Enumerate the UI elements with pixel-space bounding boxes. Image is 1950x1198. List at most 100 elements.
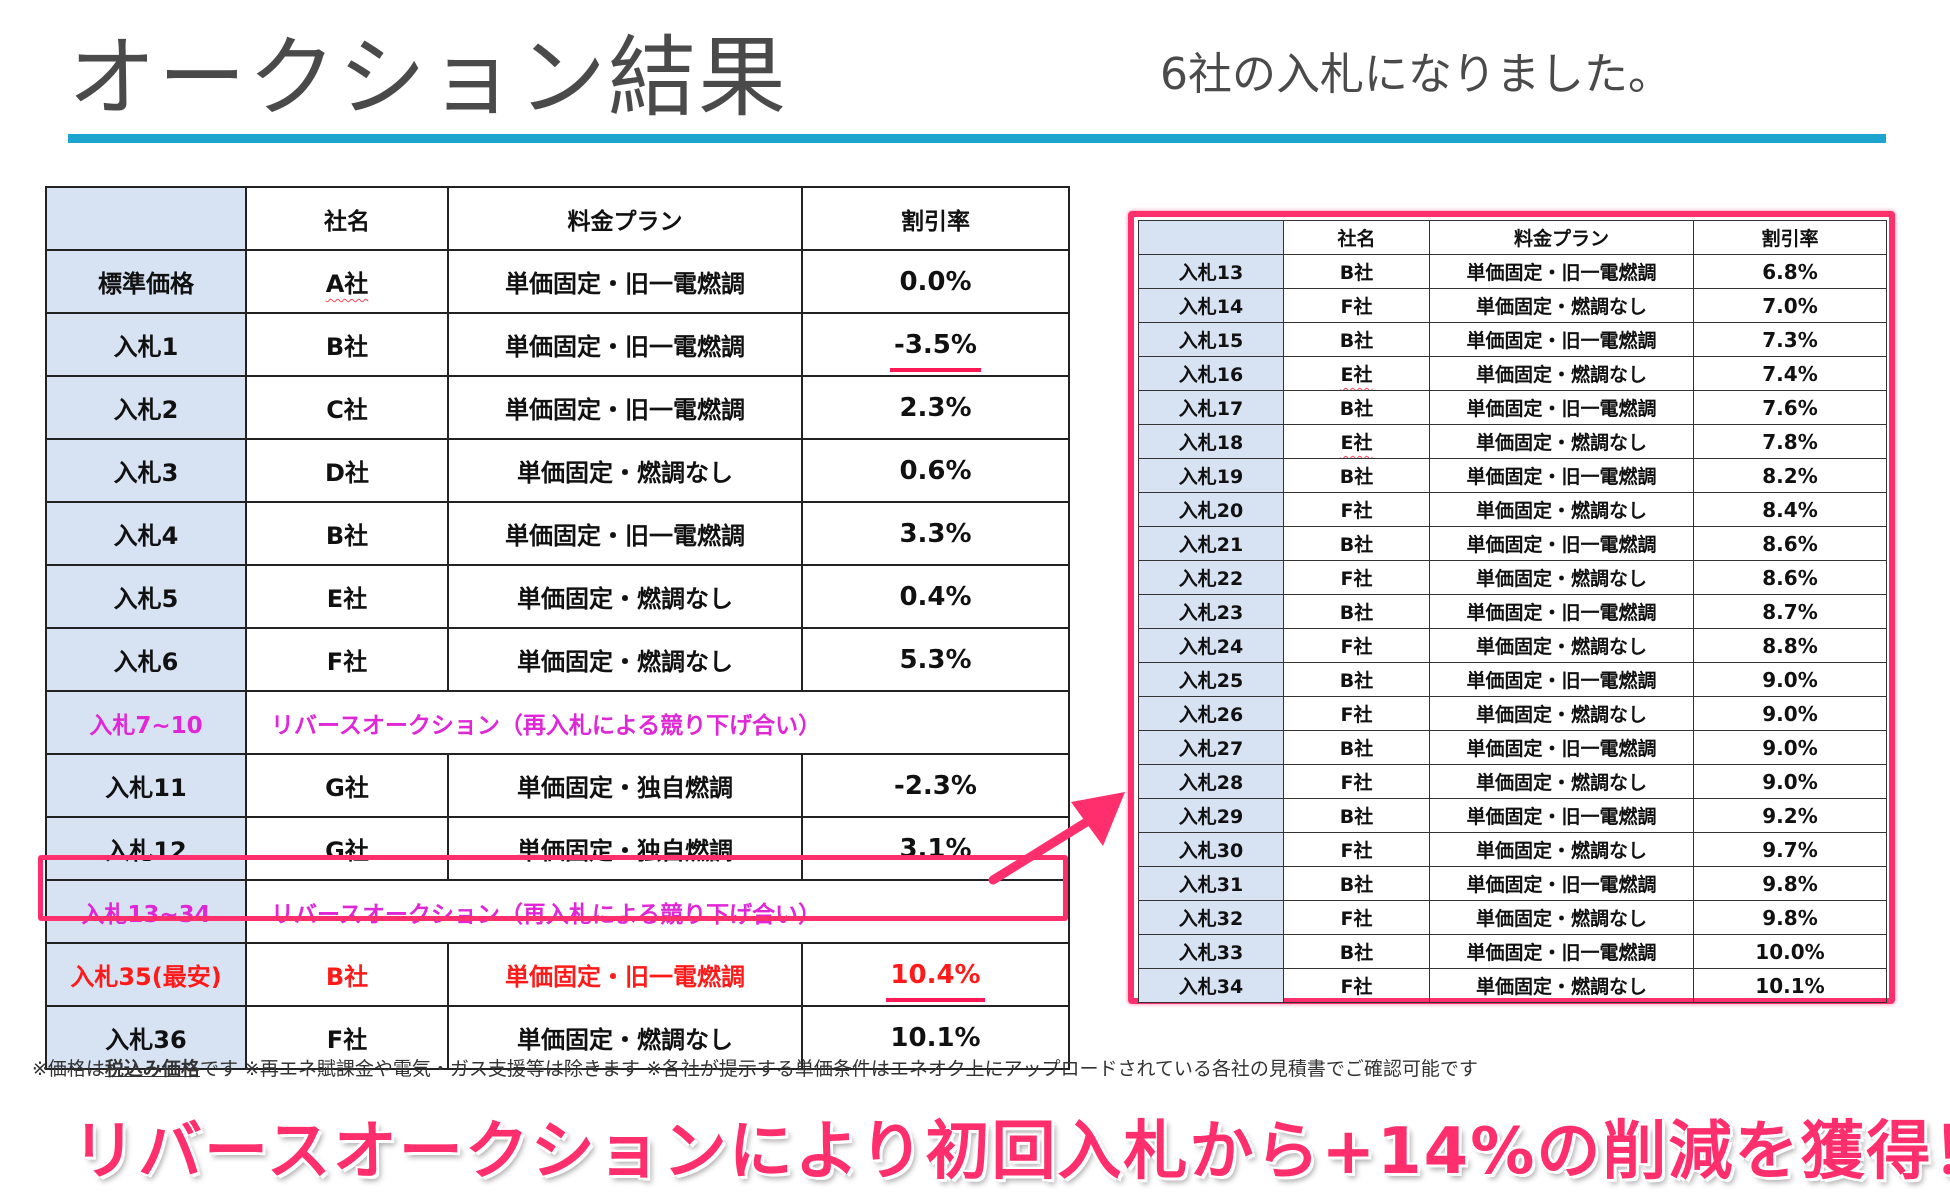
plan-cell: 単価固定・旧一電燃調 xyxy=(1429,934,1694,969)
row-label: 入札17 xyxy=(1138,390,1284,425)
plan-cell: 単価固定・燃調なし xyxy=(447,1005,803,1070)
company-cell: E社 xyxy=(1283,424,1430,459)
rate-cell: 10.0% xyxy=(1693,934,1887,969)
rate-cell: 3.3% xyxy=(801,501,1070,566)
reverse-auction-row: 入札7~10 リバースオークション（再入札による競り下げ合い） xyxy=(45,690,1070,755)
company-cell: B社 xyxy=(1283,526,1430,561)
company-name: E社 xyxy=(1340,432,1373,454)
result-banner: リバースオークションにより初回入札から+14%の削減を獲得！ xyxy=(72,1115,1950,1189)
table-row: 入札31 B社 単価固定・旧一電燃調 9.8% xyxy=(1138,866,1887,901)
company-name: A社 xyxy=(325,270,369,298)
row-label: 入札22 xyxy=(1138,560,1284,595)
plan-cell: 単価固定・旧一電燃調 xyxy=(1429,322,1694,357)
company-cell: F社 xyxy=(1283,764,1430,799)
header-company: 社名 xyxy=(245,186,449,251)
company-cell: F社 xyxy=(1283,288,1430,323)
row-label: 入札21 xyxy=(1138,526,1284,561)
company-cell: B社 xyxy=(1283,390,1430,425)
table-row: 入札30 F社 単価固定・燃調なし 9.7% xyxy=(1138,832,1887,867)
company-cell: F社 xyxy=(1283,492,1430,527)
plan-cell: 単価固定・旧一電燃調 xyxy=(1429,390,1694,425)
row-label: 入札32 xyxy=(1138,900,1284,935)
header-rate: 割引率 xyxy=(1693,220,1887,255)
row-label: 入札2 xyxy=(45,375,247,440)
company-cell: E社 xyxy=(1283,356,1430,391)
table-row: 入札16 E社 単価固定・燃調なし 7.4% xyxy=(1138,356,1887,391)
table-row: 入札19 B社 単価固定・旧一電燃調 8.2% xyxy=(1138,458,1887,493)
table-row: 入札4 B社 単価固定・旧一電燃調 3.3% xyxy=(45,501,1070,566)
company-cell: C社 xyxy=(245,375,449,440)
rate-cell: 7.6% xyxy=(1693,390,1887,425)
company-cell: B社 xyxy=(1283,458,1430,493)
company-cell: D社 xyxy=(245,438,449,503)
reverse-auction-note: リバースオークション（再入札による競り下げ合い） xyxy=(245,879,1070,944)
row-label: 入札28 xyxy=(1138,764,1284,799)
plan-cell: 単価固定・燃調なし xyxy=(1429,492,1694,527)
plan-cell: 単価固定・旧一電燃調 xyxy=(1429,254,1694,289)
table-row: 入札2 C社 単価固定・旧一電燃調 2.3% xyxy=(45,375,1070,440)
company-cell: F社 xyxy=(245,627,449,692)
row-label: 入札13 xyxy=(1138,254,1284,289)
plan-cell: 単価固定・旧一電燃調 xyxy=(447,501,803,566)
reverse-auction-note: リバースオークション（再入札による競り下げ合い） xyxy=(245,690,1070,755)
rate-underlined: 10.4% xyxy=(886,959,985,1002)
company-cell: B社 xyxy=(1283,798,1430,833)
company-cell: G社 xyxy=(245,753,449,818)
company-cell: B社 xyxy=(1283,594,1430,629)
table-row: 入札23 B社 単価固定・旧一電燃調 8.7% xyxy=(1138,594,1887,629)
table-row: 入札12 G社 単価固定・独自燃調 3.1% xyxy=(45,816,1070,881)
row-label: 入札34 xyxy=(1138,968,1284,1003)
row-label: 入札25 xyxy=(1138,662,1284,697)
plan-cell: 単価固定・燃調なし xyxy=(1429,424,1694,459)
rate-cell: 0.6% xyxy=(801,438,1070,503)
row-label: 入札30 xyxy=(1138,832,1284,867)
table-row: 入札24 F社 単価固定・燃調なし 8.8% xyxy=(1138,628,1887,663)
row-label: 入札33 xyxy=(1138,934,1284,969)
header-plan: 料金プラン xyxy=(1429,220,1694,255)
rate-cell: 10.1% xyxy=(1693,968,1887,1003)
company-cell: B社 xyxy=(1283,254,1430,289)
row-label: 入札35(最安) xyxy=(45,942,247,1007)
company-cell: B社 xyxy=(1283,662,1430,697)
plan-cell: 単価固定・燃調なし xyxy=(447,438,803,503)
row-label: 入札14 xyxy=(1138,288,1284,323)
table-row: 入札21 B社 単価固定・旧一電燃調 8.6% xyxy=(1138,526,1887,561)
rate-cell: -2.3% xyxy=(801,753,1070,818)
footnote: ※価格は税込み価格です ※再エネ賦課金や電気・ガス支援等は除きます ※各社が提示… xyxy=(32,1054,1478,1081)
plan-cell: 単価固定・燃調なし xyxy=(1429,696,1694,731)
rate-cell: 8.7% xyxy=(1693,594,1887,629)
rate-cell: -3.5% xyxy=(801,312,1070,377)
row-label: 標準価格 xyxy=(45,249,247,314)
rate-cell: 9.8% xyxy=(1693,866,1887,901)
rate-cell: 8.2% xyxy=(1693,458,1887,493)
table-row: 入札15 B社 単価固定・旧一電燃調 7.3% xyxy=(1138,322,1887,357)
rate-cell: 6.8% xyxy=(1693,254,1887,289)
table-row: 入札36 F社 単価固定・燃調なし 10.1% xyxy=(45,1005,1070,1070)
rate-cell: 2.3% xyxy=(801,375,1070,440)
plan-cell: 単価固定・燃調なし xyxy=(1429,356,1694,391)
detail-bid-table: 社名 料金プラン 割引率 入札13 B社 単価固定・旧一電燃調 6.8% 入札14 F社単… xyxy=(1138,220,1887,1003)
header-company: 社名 xyxy=(1283,220,1430,255)
plan-cell: 単価固定・旧一電燃調 xyxy=(447,375,803,440)
company-cell: F社 xyxy=(1283,900,1430,935)
row-label: 入札11 xyxy=(45,753,247,818)
plan-cell: 単価固定・旧一電燃調 xyxy=(447,312,803,377)
row-label: 入札13~34 xyxy=(45,879,247,944)
row-label: 入札1 xyxy=(45,312,247,377)
header-plan: 料金プラン xyxy=(447,186,803,251)
table-row: 入札3 D社 単価固定・燃調なし 0.6% xyxy=(45,438,1070,503)
rate-cell: 0.4% xyxy=(801,564,1070,629)
company-cell: F社 xyxy=(1283,628,1430,663)
rate-cell: 7.0% xyxy=(1693,288,1887,323)
pointer-arrow-icon xyxy=(988,792,1125,885)
rate-cell: 8.6% xyxy=(1693,526,1887,561)
rate-cell: 5.3% xyxy=(801,627,1070,692)
table-row: 入札27 B社 単価固定・旧一電燃調 9.0% xyxy=(1138,730,1887,765)
table-row: 入札17 B社 単価固定・旧一電燃調 7.6% xyxy=(1138,390,1887,425)
row-label: 入札23 xyxy=(1138,594,1284,629)
highlight-box xyxy=(38,855,1068,921)
footnote-part1: ※価格は xyxy=(32,1058,105,1080)
row-label: 入札19 xyxy=(1138,458,1284,493)
plan-cell: 単価固定・燃調なし xyxy=(1429,900,1694,935)
plan-cell: 単価固定・旧一電燃調 xyxy=(1429,662,1694,697)
